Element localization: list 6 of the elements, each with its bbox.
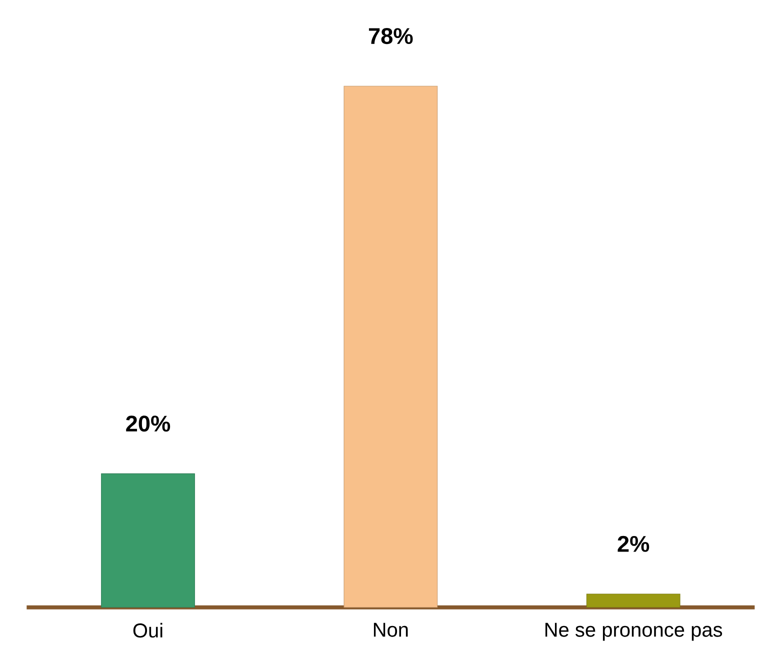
x-tick-label: Oui (133, 622, 162, 638)
x-tick-label: Ne se prononce pas (545, 622, 722, 641)
data-label: 78% (368, 28, 413, 44)
x-tick-label: Non (374, 622, 408, 637)
data-label: 20% (126, 416, 170, 432)
data-label: 2% (618, 536, 650, 552)
